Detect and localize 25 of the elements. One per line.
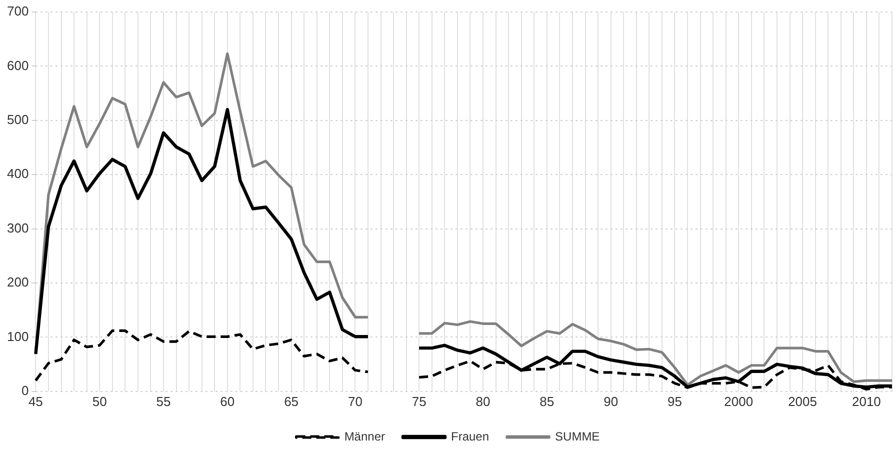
x-tick-label: 2000 xyxy=(724,394,754,409)
x-tick-label: 2005 xyxy=(788,394,817,409)
x-tick-label: 70 xyxy=(348,394,362,409)
legend-label: Frauen xyxy=(451,429,490,444)
y-tick-label: 300 xyxy=(6,220,29,236)
x-tick-label: 45 xyxy=(28,394,43,409)
x-tick-label: 2010 xyxy=(852,394,881,409)
x-tick-label: 95 xyxy=(667,394,682,409)
x-tick-label: 50 xyxy=(92,394,107,409)
x-tick-label: 80 xyxy=(476,394,490,409)
x-tick-label: 55 xyxy=(156,394,171,409)
y-tick-label: 500 xyxy=(6,112,29,127)
x-tick-label: 90 xyxy=(604,394,618,409)
x-tick-label: 65 xyxy=(284,394,299,409)
y-tick-label: 600 xyxy=(6,58,29,73)
legend-label: SUMME xyxy=(555,429,600,444)
y-tick-label: 100 xyxy=(6,328,29,344)
x-tick-label: 85 xyxy=(540,394,554,409)
legend-label: Männer xyxy=(344,429,386,444)
x-tick-label: 60 xyxy=(220,394,235,409)
y-tick-label: 200 xyxy=(6,274,29,290)
y-tick-label: 0 xyxy=(21,382,29,398)
y-tick-label: 700 xyxy=(6,4,29,19)
y-tick-label: 400 xyxy=(6,166,29,182)
x-tick-label: 75 xyxy=(412,394,426,409)
